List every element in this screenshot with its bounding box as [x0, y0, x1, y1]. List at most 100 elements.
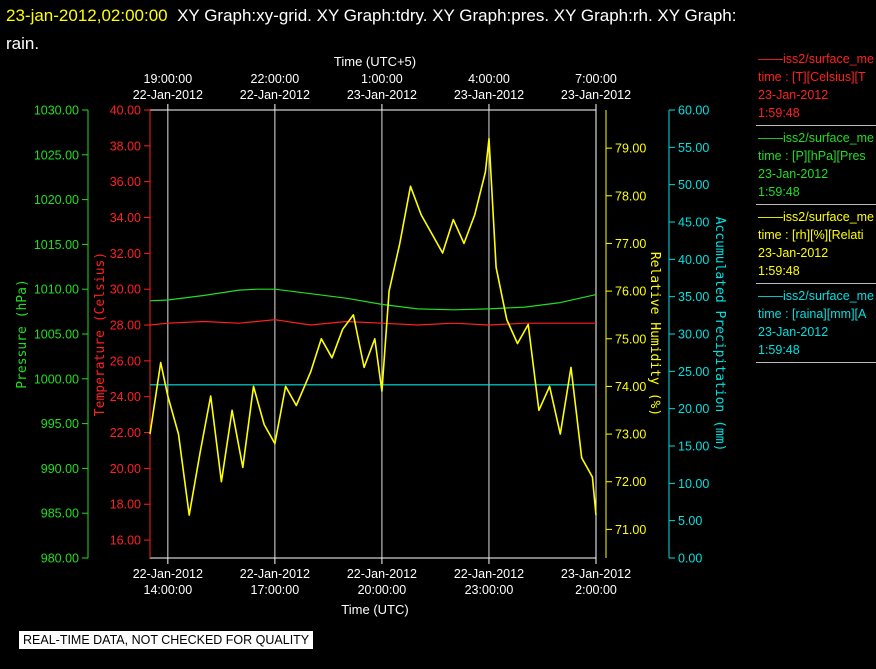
header-graph-list-cont: rain. — [6, 34, 40, 53]
series-line-pressure — [149, 288, 597, 311]
x-top-tick-date: 23-Jan-2012 — [347, 88, 417, 102]
legend-entry-line-3: 23-Jan-2012 — [758, 88, 829, 102]
legend-entry-line-4: 1:59:48 — [758, 106, 800, 120]
temperature-tick-label: 16.00 — [110, 534, 141, 548]
x-bottom-tick-time: 2:00:00 — [575, 583, 617, 597]
temperature-axis-label: Temperature (Celsius) — [93, 252, 108, 416]
pressure-tick-label: 1015.00 — [34, 238, 79, 252]
rh-tick-label: 71.00 — [615, 523, 646, 537]
temperature-tick-label: 30.00 — [110, 283, 141, 297]
pressure-tick-label: 980.00 — [41, 552, 79, 566]
rh-tick-label: 76.00 — [615, 285, 646, 299]
pressure-tick-label: 1025.00 — [34, 148, 79, 162]
pressure-tick-label: 1005.00 — [34, 328, 79, 342]
temperature-tick-label: 36.00 — [110, 175, 141, 189]
temperature-tick-label: 24.00 — [110, 390, 141, 404]
legend-entry-line-2: time : [P][hPa][Pres — [758, 149, 866, 163]
legend-entry-line-3: 23-Jan-2012 — [758, 167, 829, 181]
pressure-tick-label: 995.00 — [41, 417, 79, 431]
x-top-tick-date: 23-Jan-2012 — [454, 88, 524, 102]
rh-tick-label: 75.00 — [615, 332, 646, 346]
x-top-tick-time: 7:00:00 — [575, 72, 617, 86]
legend-entry-line-3: 23-Jan-2012 — [758, 246, 829, 260]
precip-tick-label: 45.00 — [678, 216, 709, 230]
x-bottom-tick-date: 22-Jan-2012 — [347, 567, 417, 581]
x-top-tick-date: 22-Jan-2012 — [133, 88, 203, 102]
precip-tick-label: 50.00 — [678, 178, 709, 192]
pressure-tick-label: 1000.00 — [34, 372, 79, 386]
pressure-axis-label: Pressure (hPa) — [15, 279, 30, 389]
quality-banner: REAL-TIME DATA, NOT CHECKED FOR QUALITY — [19, 631, 314, 649]
x-top-tick-time: 22:00:00 — [251, 72, 300, 86]
legend-entry-line-1: ——iss2/surface_me — [758, 131, 875, 145]
rh-tick-label: 73.00 — [615, 428, 646, 442]
x-top-tick-time: 19:00:00 — [144, 72, 193, 86]
pressure-tick-label: 1020.00 — [34, 193, 79, 207]
temperature-tick-label: 18.00 — [110, 498, 141, 512]
x-bottom-tick-date: 22-Jan-2012 — [454, 567, 524, 581]
temperature-tick-label: 32.00 — [110, 247, 141, 261]
legend-entry-line-1: ——iss2/surface_me — [758, 289, 875, 303]
legend-entry-line-1: ——iss2/surface_me — [758, 52, 875, 66]
rh-tick-label: 74.00 — [615, 380, 646, 394]
x-top-tick-date: 23-Jan-2012 — [561, 88, 631, 102]
legend-entry-line-2: time : [T][Celsius][T — [758, 70, 866, 84]
x-bottom-tick-date: 22-Jan-2012 — [133, 567, 203, 581]
temperature-tick-label: 40.00 — [110, 104, 141, 118]
precip-tick-label: 40.00 — [678, 253, 709, 267]
x-bottom-tick-date: 23-Jan-2012 — [561, 567, 631, 581]
temperature-tick-label: 20.00 — [110, 462, 141, 476]
rh-tick-label: 78.00 — [615, 189, 646, 203]
x-top-tick-time: 1:00:00 — [361, 72, 403, 86]
rh-tick-label: 77.00 — [615, 237, 646, 251]
precip-tick-label: 15.00 — [678, 440, 709, 454]
legend-entry-line-4: 1:59:48 — [758, 185, 800, 199]
pressure-tick-label: 1010.00 — [34, 283, 79, 297]
temperature-tick-label: 26.00 — [110, 354, 141, 368]
legend-entry-line-2: time : [rh][%][Relati — [758, 228, 864, 242]
legend-entry-line-3: 23-Jan-2012 — [758, 325, 829, 339]
pressure-tick-label: 985.00 — [41, 507, 79, 521]
x-bottom-tick-time: 14:00:00 — [144, 583, 193, 597]
header-title: 23-jan-2012,02:00:00 XY Graph:xy-grid. X… — [6, 2, 866, 58]
x-bottom-tick-time: 23:00:00 — [465, 583, 514, 597]
x-top-tick-time: 4:00:00 — [468, 72, 510, 86]
precip-tick-label: 60.00 — [678, 104, 709, 118]
precip-tick-label: 5.00 — [678, 514, 702, 528]
precip-tick-label: 35.00 — [678, 290, 709, 304]
temperature-tick-label: 28.00 — [110, 319, 141, 333]
rh-tick-label: 79.00 — [615, 142, 646, 156]
x-bottom-axis-label: Time (UTC) — [341, 602, 408, 617]
x-bottom-tick-date: 22-Jan-2012 — [240, 567, 310, 581]
precip-tick-label: 55.00 — [678, 141, 709, 155]
header-graph-list: XY Graph:xy-grid. XY Graph:tdry. XY Grap… — [177, 6, 737, 25]
precip-tick-label: 25.00 — [678, 365, 709, 379]
precip-tick-label: 30.00 — [678, 328, 709, 342]
series-line-temperature — [149, 319, 596, 326]
x-bottom-tick-time: 20:00:00 — [358, 583, 407, 597]
legend-entry-line-1: ——iss2/surface_me — [758, 210, 875, 224]
legend-entry-line-2: time : [raina][mm][A — [758, 307, 867, 321]
temperature-tick-label: 38.00 — [110, 139, 141, 153]
legend-entry-line-4: 1:59:48 — [758, 264, 800, 278]
temperature-tick-label: 22.00 — [110, 426, 141, 440]
temperature-tick-label: 34.00 — [110, 211, 141, 225]
rh-tick-label: 72.00 — [615, 475, 646, 489]
header-timestamp: 23-jan-2012,02:00:00 — [6, 6, 168, 25]
series-line-relative-humidity — [149, 137, 597, 516]
legend: ——iss2/surface_me time : [T][Celsius][T 23… — [756, 50, 876, 366]
precip-tick-label: 10.00 — [678, 477, 709, 491]
precip-tick-label: 20.00 — [678, 402, 709, 416]
pressure-tick-label: 990.00 — [41, 462, 79, 476]
x-top-axis-label: Time (UTC+5) — [334, 54, 416, 69]
legend-entry-line-4: 1:59:48 — [758, 343, 800, 357]
x-top-tick-date: 22-Jan-2012 — [240, 88, 310, 102]
precip-tick-label: 0.00 — [678, 552, 702, 566]
x-bottom-tick-time: 17:00:00 — [251, 583, 300, 597]
precip-axis-label: Accumulated Precipitation (mm) — [712, 217, 727, 452]
pressure-tick-label: 1030.00 — [34, 104, 79, 118]
